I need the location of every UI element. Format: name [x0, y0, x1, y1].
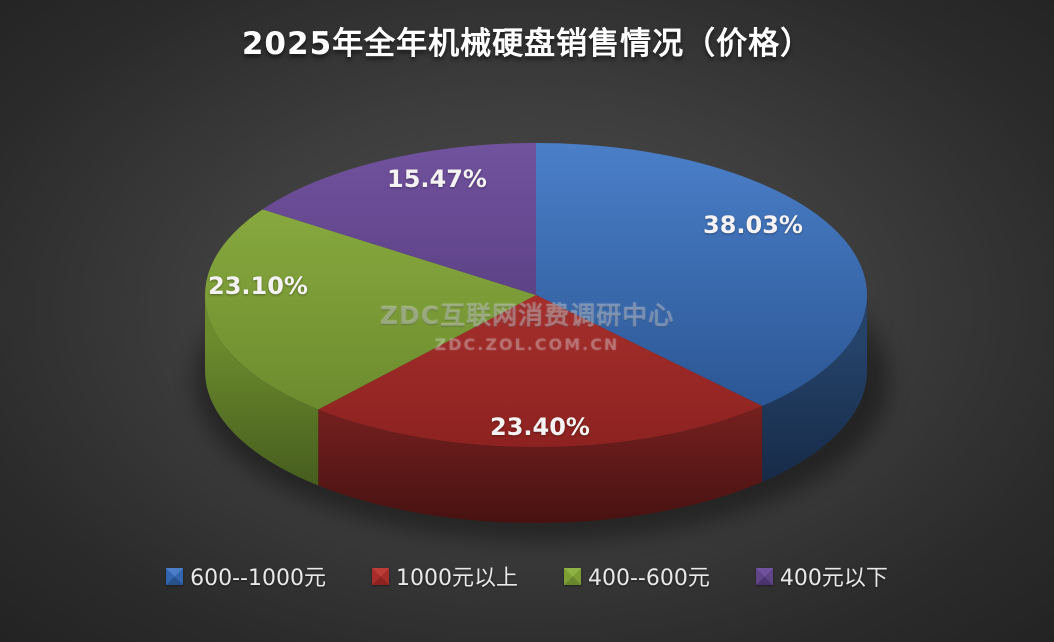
legend: 600--1000元 1000元以上 400--600元 400元以下 — [0, 560, 1054, 592]
legend-label-2: 400--600元 — [587, 566, 710, 591]
pie-slice-wall-1 — [318, 405, 763, 523]
pie-slice-wall-0 — [762, 295, 867, 482]
pie-slice-3 — [262, 143, 536, 295]
legend-marker-1 — [371, 567, 389, 585]
pie-slice-wall-2 — [205, 295, 319, 486]
legend-label-0: 600--1000元 — [190, 566, 326, 591]
legend-marker-0 — [166, 567, 184, 585]
chart-title: 2025年全年机械硬盘销售情况（价格） — [241, 26, 813, 62]
pie-slice-0 — [536, 143, 868, 406]
legend-item-3: 400元以下 — [755, 560, 888, 592]
legend-marker-2 — [563, 567, 581, 585]
slice-label-1: 23.40% — [490, 413, 590, 441]
slice-label-2: 23.10% — [208, 272, 308, 300]
legend-marker-3 — [755, 567, 773, 585]
slice-label-3: 15.47% — [387, 165, 487, 193]
legend-label-3: 400元以下 — [779, 566, 888, 591]
legend-item-0: 600--1000元 — [166, 560, 326, 592]
legend-item-1: 1000元以上 — [371, 560, 518, 592]
pie-slice-2 — [205, 209, 536, 410]
slice-label-0: 38.03% — [703, 211, 803, 239]
legend-label-1: 1000元以上 — [395, 566, 518, 591]
legend-item-2: 400--600元 — [563, 560, 710, 592]
pie-slice-1 — [318, 295, 763, 448]
